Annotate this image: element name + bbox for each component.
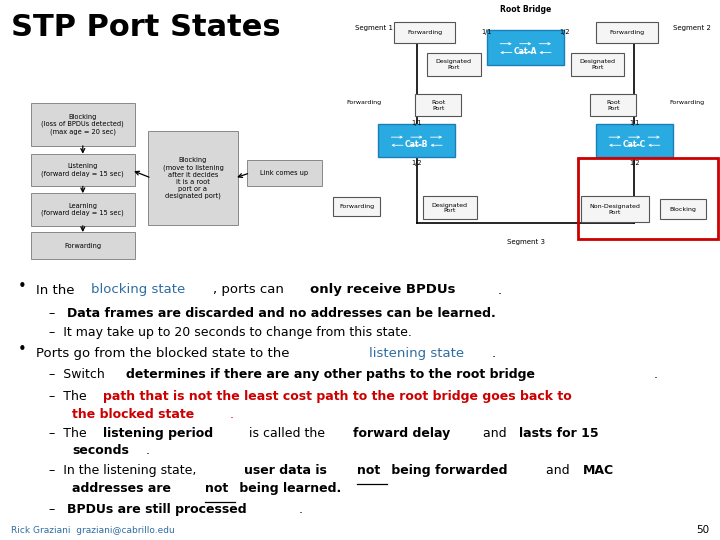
Text: Listening
(forward delay = 15 sec): Listening (forward delay = 15 sec) xyxy=(42,163,124,177)
Text: Designated
Port: Designated Port xyxy=(436,59,472,70)
Text: 1/2: 1/2 xyxy=(559,29,570,36)
Bar xyxy=(578,158,718,239)
Text: Segment 2: Segment 2 xyxy=(673,25,711,31)
FancyBboxPatch shape xyxy=(590,94,636,116)
Text: listening state: listening state xyxy=(369,347,464,360)
Text: user data is: user data is xyxy=(244,464,331,477)
Text: not: not xyxy=(357,464,380,477)
Text: –  The: – The xyxy=(49,390,91,403)
Text: BPDUs are still processed: BPDUs are still processed xyxy=(68,503,247,516)
Text: Cat-C: Cat-C xyxy=(623,140,646,149)
Text: Non-Designated
Port: Non-Designated Port xyxy=(590,204,641,214)
FancyBboxPatch shape xyxy=(394,22,455,43)
Text: listening period: listening period xyxy=(103,427,213,440)
Text: Root Bridge: Root Bridge xyxy=(500,5,552,14)
Text: 1/1: 1/1 xyxy=(412,120,422,126)
Text: Cat-B: Cat-B xyxy=(405,140,428,149)
Text: Link comes up: Link comes up xyxy=(261,170,308,176)
FancyBboxPatch shape xyxy=(30,154,135,186)
Text: Rick Graziani  graziani@cabrillo.edu: Rick Graziani graziani@cabrillo.edu xyxy=(11,525,174,535)
Text: Forwarding: Forwarding xyxy=(609,30,644,35)
Text: determines if there are any other paths to the root bridge: determines if there are any other paths … xyxy=(126,368,535,381)
Text: .: . xyxy=(491,347,495,360)
Text: Ports go from the blocked state to the: Ports go from the blocked state to the xyxy=(36,347,294,360)
Text: Cat-A: Cat-A xyxy=(514,47,537,56)
Text: and: and xyxy=(479,427,510,440)
Text: Blocking: Blocking xyxy=(670,207,696,212)
Text: is called the: is called the xyxy=(245,427,329,440)
Text: –: – xyxy=(49,503,63,516)
Text: 1/2: 1/2 xyxy=(411,160,422,166)
Text: .: . xyxy=(299,503,303,516)
Text: Segment 3: Segment 3 xyxy=(507,239,544,245)
FancyBboxPatch shape xyxy=(596,22,657,43)
Text: MAC: MAC xyxy=(583,464,614,477)
Text: Forwarding: Forwarding xyxy=(339,204,374,209)
FancyBboxPatch shape xyxy=(246,160,323,186)
FancyBboxPatch shape xyxy=(660,199,706,219)
Text: Forwarding: Forwarding xyxy=(347,100,382,105)
FancyBboxPatch shape xyxy=(30,103,135,146)
Text: lasts for 15: lasts for 15 xyxy=(519,427,599,440)
Text: In the: In the xyxy=(36,284,78,296)
FancyBboxPatch shape xyxy=(333,197,379,216)
Text: .: . xyxy=(145,444,149,457)
FancyBboxPatch shape xyxy=(427,53,481,76)
Text: 1/1: 1/1 xyxy=(629,120,639,126)
Text: seconds: seconds xyxy=(72,444,129,457)
Text: Segment 1: Segment 1 xyxy=(354,25,392,31)
FancyBboxPatch shape xyxy=(415,94,462,116)
FancyBboxPatch shape xyxy=(571,53,624,76)
FancyBboxPatch shape xyxy=(581,197,649,222)
Text: Blocking
(loss of BPDUs detected)
(max age = 20 sec): Blocking (loss of BPDUs detected) (max a… xyxy=(42,114,124,134)
FancyBboxPatch shape xyxy=(487,30,564,65)
Text: 1/2: 1/2 xyxy=(629,160,640,166)
Text: .: . xyxy=(498,284,502,296)
Text: path that is not the least cost path to the root bridge goes back to: path that is not the least cost path to … xyxy=(103,390,572,403)
Text: STP Port States: STP Port States xyxy=(11,14,280,43)
Text: Blocking
(move to listening
after it decides
it is a root
port or a
designated p: Blocking (move to listening after it dec… xyxy=(163,157,223,199)
Text: –: – xyxy=(49,307,63,320)
Text: blocking state: blocking state xyxy=(91,284,186,296)
Text: being learned.: being learned. xyxy=(235,482,341,495)
Text: Forwarding: Forwarding xyxy=(64,242,102,249)
Text: Forwarding: Forwarding xyxy=(407,30,442,35)
Text: Data frames are discarded and no addresses can be learned.: Data frames are discarded and no address… xyxy=(68,307,496,320)
Text: •: • xyxy=(18,279,27,294)
FancyBboxPatch shape xyxy=(423,197,477,219)
Text: addresses are: addresses are xyxy=(72,482,176,495)
Text: –  In the listening state,: – In the listening state, xyxy=(49,464,200,477)
Text: –  The: – The xyxy=(49,427,91,440)
Text: Root
Port: Root Port xyxy=(431,100,445,111)
Text: only receive BPDUs: only receive BPDUs xyxy=(310,284,455,296)
Text: Learning
(forward delay = 15 sec): Learning (forward delay = 15 sec) xyxy=(42,202,124,216)
Text: –  It may take up to 20 seconds to change from this state.: – It may take up to 20 seconds to change… xyxy=(49,326,412,339)
Text: Designated
Port: Designated Port xyxy=(432,202,468,213)
FancyBboxPatch shape xyxy=(148,131,238,226)
FancyBboxPatch shape xyxy=(596,124,673,157)
Text: , ports can: , ports can xyxy=(213,284,288,296)
Text: 1/1: 1/1 xyxy=(482,29,492,36)
Text: –  Switch: – Switch xyxy=(49,368,109,381)
Text: and: and xyxy=(542,464,574,477)
Text: Forwarding: Forwarding xyxy=(670,100,704,105)
Text: •: • xyxy=(18,342,27,357)
Text: forward delay: forward delay xyxy=(353,427,451,440)
Text: Root
Port: Root Port xyxy=(606,100,620,111)
Text: .: . xyxy=(654,368,658,381)
Text: Designated
Port: Designated Port xyxy=(580,59,616,70)
FancyBboxPatch shape xyxy=(30,232,135,259)
FancyBboxPatch shape xyxy=(30,193,135,226)
Text: not: not xyxy=(205,482,229,495)
Text: the blocked state: the blocked state xyxy=(72,408,194,421)
Text: 50: 50 xyxy=(696,524,709,535)
Text: being forwarded: being forwarded xyxy=(387,464,508,477)
Text: .: . xyxy=(230,408,234,421)
FancyBboxPatch shape xyxy=(378,124,455,157)
